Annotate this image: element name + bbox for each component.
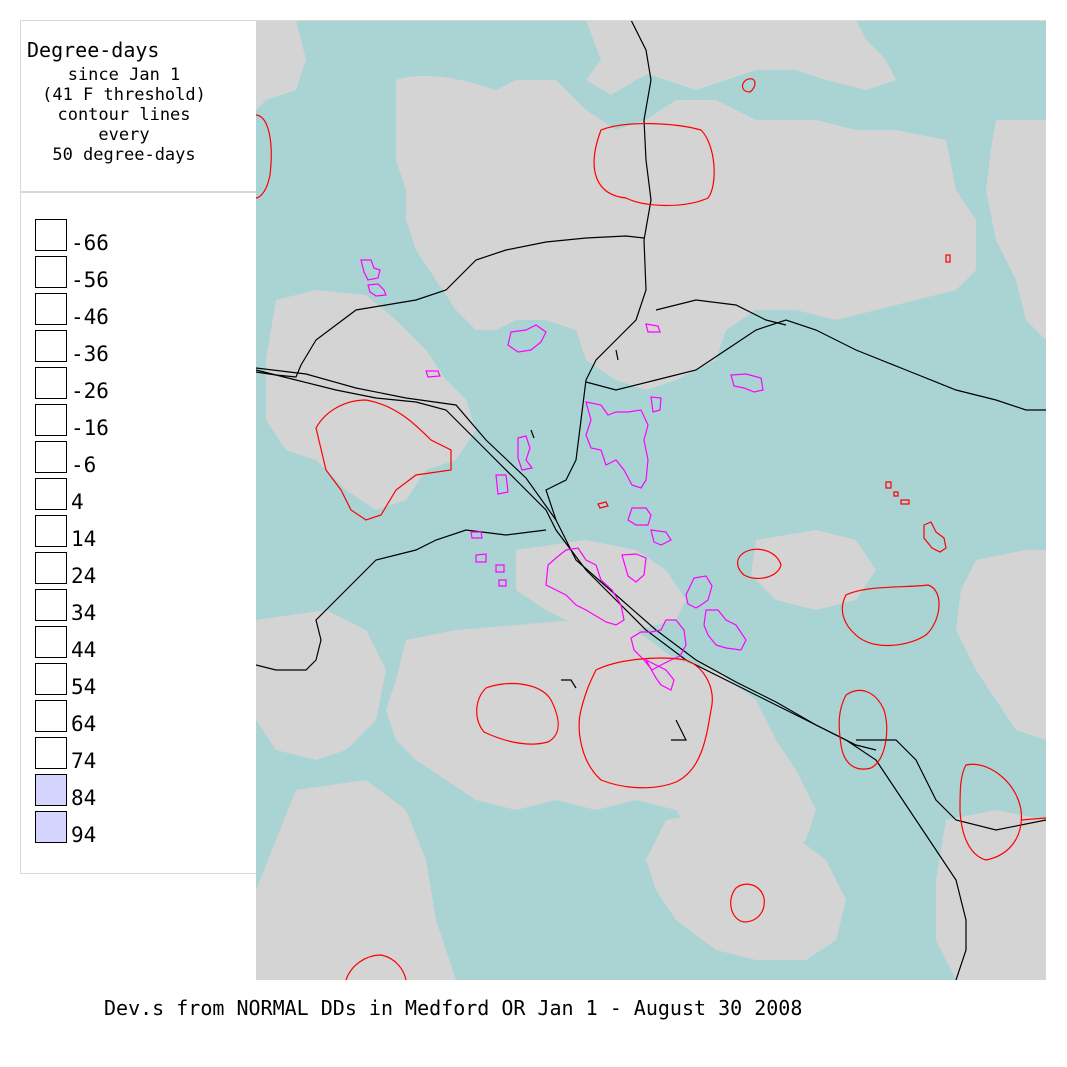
road-lines xyxy=(256,20,1046,980)
legend-scale: -66 -56 -46 -36 -26 -16 -6 4 14 24 34 44 54 64 74 84 94 xyxy=(20,192,256,874)
legend-swatch xyxy=(35,811,67,843)
legend-value-label: -56 xyxy=(71,268,109,292)
legend-value-label: 24 xyxy=(71,564,97,588)
legend-swatch xyxy=(35,478,67,510)
legend-subtitle: since Jan 1 (41 F threshold) contour lin… xyxy=(21,65,227,165)
urban-outlines xyxy=(360,259,764,691)
legend-subtitle-line: since Jan 1 xyxy=(67,65,181,85)
legend-swatch xyxy=(35,256,67,288)
legend-subtitle-line: 50 degree-days xyxy=(52,145,196,165)
legend-value-label: -66 xyxy=(71,231,109,255)
legend-value-label: -16 xyxy=(71,416,109,440)
contour-lines xyxy=(256,78,1046,980)
legend-swatch xyxy=(35,626,67,658)
legend-value-label: -46 xyxy=(71,305,109,329)
legend-value-label: 14 xyxy=(71,527,97,551)
legend-title-box: Degree-days since Jan 1 (41 F threshold)… xyxy=(20,20,256,192)
legend-swatch xyxy=(35,330,67,362)
legend-swatch xyxy=(35,663,67,695)
legend-value-label: 34 xyxy=(71,601,97,625)
legend-swatch xyxy=(35,774,67,806)
legend-swatch xyxy=(35,367,67,399)
gray-regions xyxy=(256,20,1046,980)
legend-swatch xyxy=(35,293,67,325)
legend-value-label: -36 xyxy=(71,342,109,366)
legend-subtitle-line: every xyxy=(98,125,150,145)
legend-swatch xyxy=(35,589,67,621)
legend-subtitle-line: (41 F threshold) xyxy=(42,85,206,105)
legend-value-label: -26 xyxy=(71,379,109,403)
legend-swatch xyxy=(35,404,67,436)
legend-value-label: -6 xyxy=(71,453,97,477)
legend-value-label: 74 xyxy=(71,749,97,773)
legend-swatch xyxy=(35,552,67,584)
legend-value-label: 94 xyxy=(71,823,97,847)
legend-value-label: 44 xyxy=(71,638,97,662)
legend-swatch xyxy=(35,700,67,732)
legend-swatch xyxy=(35,515,67,547)
legend-subtitle-line: contour lines xyxy=(57,105,191,125)
legend-value-label: 84 xyxy=(71,786,97,810)
legend-title: Degree-days xyxy=(27,38,160,62)
legend-swatch xyxy=(35,219,67,251)
legend-swatch xyxy=(35,737,67,769)
legend-value-label: 54 xyxy=(71,675,97,699)
map-caption: Dev.s from NORMAL DDs in Medford OR Jan … xyxy=(104,996,803,1020)
map xyxy=(256,20,1046,980)
legend-value-label: 4 xyxy=(71,490,84,514)
legend-swatch xyxy=(35,441,67,473)
legend-value-label: 64 xyxy=(71,712,97,736)
